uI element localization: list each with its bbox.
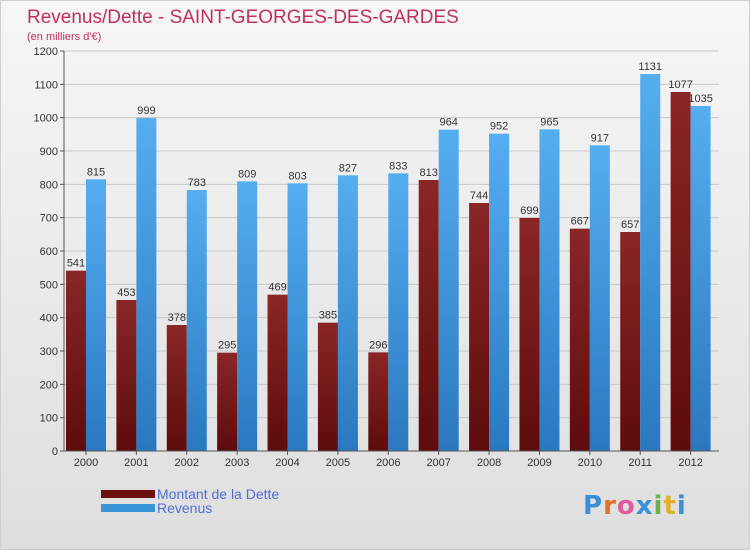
x-tick-label: 2007 [426,457,450,469]
x-tick-label: 2001 [124,457,148,469]
data-label-dette: 813 [420,167,438,179]
data-label-dette: 657 [621,219,639,231]
data-label-dette: 1077 [668,79,692,91]
x-tick-label: 2012 [678,457,702,469]
bar-dette [317,322,338,451]
bar-revenus [388,173,409,452]
bar-dette [368,352,389,451]
bar-revenus [86,179,106,452]
data-label-dette: 469 [268,282,286,294]
data-label-dette: 385 [319,310,337,322]
data-label-revenus: 964 [440,117,458,129]
bar-dette [569,228,590,451]
bar-revenus [489,133,510,451]
data-labels: 541 815 453 999 378 783 295 809 469 803 385 827 296 8… [67,61,713,352]
chart-subtitle: (en milliers d'€) [27,31,102,43]
y-tick-label: 300 [40,346,58,358]
bar-revenus [539,129,560,452]
data-label-revenus: 917 [591,132,609,144]
bar-revenus [136,118,157,451]
bar-revenus [287,183,308,452]
bars [66,74,711,452]
y-tick-label: 1100 [34,79,58,91]
data-label-dette: 296 [369,339,387,351]
chart-title: Revenus/Dette - SAINT-GEORGES-DES-GARDES [27,7,459,28]
bar-dette [66,270,86,451]
data-label-revenus: 833 [389,160,407,172]
x-tick-label: 2006 [376,457,400,469]
bar-dette [519,218,540,451]
data-label-revenus: 1035 [688,93,712,105]
x-tick-labels: 2000 2001 2002 2003 2004 2005 2006 2007 2008 2009… [74,451,703,469]
y-tick-label: 400 [40,313,58,325]
y-tick-label: 200 [40,379,58,391]
data-label-dette: 295 [218,340,236,352]
y-tick-label: 0 [52,446,58,458]
data-label-revenus: 965 [540,116,558,128]
x-tick-label: 2000 [74,457,98,469]
legend-label-dette: Montant de la Dette [157,486,280,502]
y-tick-label: 100 [40,413,58,425]
data-label-revenus: 803 [288,170,306,182]
x-tick-label: 2002 [175,457,199,469]
bar-revenus [640,74,661,451]
y-tick-label: 600 [40,246,58,258]
data-label-revenus: 827 [339,162,357,174]
legend-label-revenus: Revenus [157,500,213,516]
legend-item-revenus: Revenus [101,500,279,516]
data-label-revenus: 1131 [638,61,662,73]
data-label-dette: 744 [470,190,488,202]
bar-dette [267,294,288,451]
y-tick-labels: 0 100 200 300 400 500 600 700 800 900 1000 1100 1200 [34,46,58,458]
bar-revenus [237,181,258,452]
y-tick-label: 700 [40,213,58,225]
x-tick-label: 2003 [225,457,249,469]
bar-revenus [438,129,459,451]
x-tick-label: 2004 [275,457,299,469]
data-label-revenus: 815 [87,166,105,178]
y-tick-label: 800 [40,179,58,191]
bar-dette [469,203,490,451]
bar-revenus [690,106,711,451]
proxiti-logo: Proxiti [583,491,687,521]
legend-swatch-revenus [101,504,155,512]
y-tick-label: 500 [40,279,58,291]
legend-swatch-dette [101,490,155,498]
x-tick-label: 2010 [578,457,602,469]
x-tick-label: 2011 [628,457,652,469]
bar-revenus [589,145,610,452]
x-tick-label: 2009 [527,457,551,469]
y-tick-label: 900 [40,146,58,158]
data-label-revenus: 783 [188,177,206,189]
legend-item-dette: Montant de la Dette [101,486,280,502]
data-label-revenus: 999 [137,105,155,117]
data-label-revenus: 952 [490,121,508,133]
data-label-dette: 541 [67,258,85,270]
bar-dette [620,232,641,451]
x-tick-label: 2008 [477,457,501,469]
y-tick-label: 1200 [34,46,58,58]
axes [63,51,719,452]
legend: Montant de la Dette Revenus [101,486,280,516]
data-label-dette: 453 [117,287,135,299]
bar-revenus [337,175,358,452]
data-label-dette: 378 [168,312,186,324]
bar-dette [217,352,238,451]
data-label-revenus: 809 [238,168,256,180]
bar-dette [116,300,137,451]
y-tick-label: 1000 [34,113,58,125]
bar-dette [418,180,439,451]
bar-revenus [186,190,207,451]
bar-dette [166,325,187,451]
bar-dette [670,92,691,451]
data-label-dette: 699 [520,205,538,217]
data-label-dette: 667 [571,216,589,228]
x-tick-label: 2005 [326,457,350,469]
